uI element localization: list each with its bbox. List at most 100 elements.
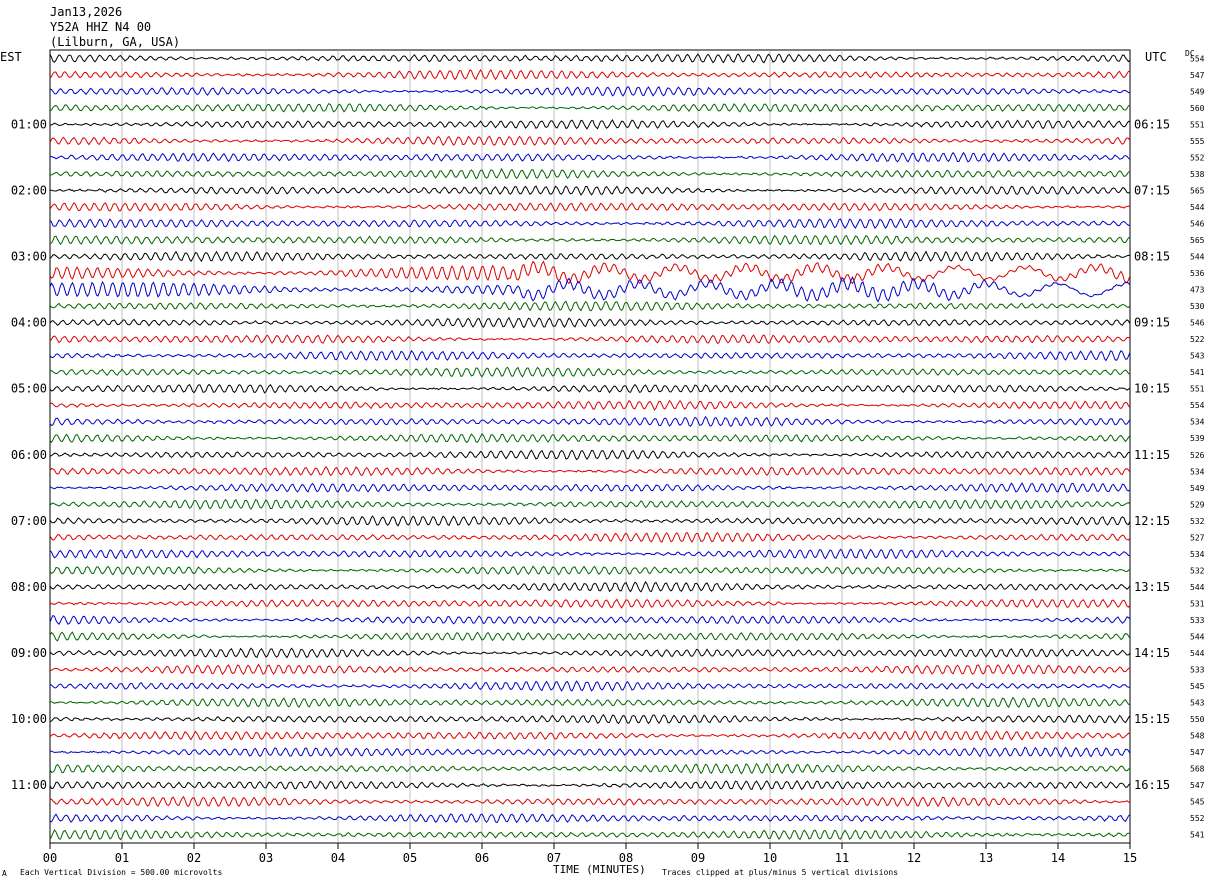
left-hour-label: 03:00 (11, 250, 47, 264)
left-hour-label: 01:00 (11, 117, 47, 131)
dc-offset-label: 547 (1190, 748, 1205, 757)
x-tick-label: 09 (691, 851, 705, 865)
dc-offset-label: 544 (1190, 203, 1205, 212)
dc-offset-label: 568 (1190, 765, 1205, 774)
dc-offset-label: 551 (1190, 385, 1205, 394)
trace-33 (49, 580, 1131, 593)
trace-6 (49, 135, 1131, 146)
trace-45 (49, 780, 1131, 791)
dc-offset-label: 544 (1190, 649, 1205, 658)
trace-15 (49, 276, 1131, 303)
dc-offset-label: 541 (1190, 831, 1205, 840)
trace-11 (49, 218, 1131, 230)
trace-37 (49, 647, 1131, 659)
dc-offset-label: 545 (1190, 682, 1205, 691)
dc-offset-label: 544 (1190, 253, 1205, 262)
trace-34 (49, 598, 1131, 609)
dc-offset-label: 532 (1190, 566, 1205, 575)
x-tick-label: 06 (475, 851, 489, 865)
trace-18 (49, 334, 1131, 345)
dc-offset-label: 534 (1190, 418, 1205, 427)
dc-offset-label: 546 (1190, 319, 1205, 328)
trace-36 (49, 631, 1131, 642)
dc-offset-label: 534 (1190, 550, 1205, 559)
dc-offset-label: 531 (1190, 599, 1205, 608)
trace-48 (49, 829, 1131, 841)
right-hour-label: 16:15 (1134, 778, 1170, 792)
trace-27 (49, 482, 1131, 494)
trace-20 (49, 366, 1131, 378)
trace-9 (49, 185, 1131, 196)
dc-offset-label: 533 (1190, 616, 1205, 625)
trace-5 (49, 119, 1131, 130)
dc-offset-label: 541 (1190, 368, 1205, 377)
dc-offset-label: 539 (1190, 434, 1205, 443)
left-hour-label: 10:00 (11, 712, 47, 726)
x-tick-label: 14 (1051, 851, 1065, 865)
dc-offset-label: 522 (1190, 335, 1205, 344)
dc-offset-label: 527 (1190, 533, 1205, 542)
trace-2 (49, 69, 1131, 81)
dc-offset-label: 533 (1190, 666, 1205, 675)
dc-offset-label: 473 (1190, 286, 1205, 295)
trace-46 (49, 795, 1131, 808)
dc-offset-label: 555 (1190, 137, 1205, 146)
dc-label: DC (1185, 49, 1195, 58)
dc-offset-label: 546 (1190, 219, 1205, 228)
right-hour-label: 07:15 (1134, 183, 1170, 197)
x-tick-label: 15 (1123, 851, 1137, 865)
trace-17 (49, 316, 1131, 329)
x-tick-label: 00 (43, 851, 57, 865)
dc-offset-label: 544 (1190, 583, 1205, 592)
x-tick-label: 05 (403, 851, 417, 865)
trace-30 (49, 531, 1131, 543)
left-hour-label: 08:00 (11, 580, 47, 594)
trace-10 (49, 202, 1131, 212)
dc-offset-label: 543 (1190, 699, 1205, 708)
right-hour-label: 14:15 (1134, 646, 1170, 660)
dc-offset-label: 549 (1190, 87, 1205, 96)
left-timezone-label: EST (0, 50, 22, 64)
x-tick-label: 01 (115, 851, 129, 865)
trace-14 (49, 260, 1131, 285)
x-tick-label: 02 (187, 851, 201, 865)
trace-44 (49, 762, 1131, 775)
trace-35 (49, 614, 1131, 626)
dc-offset-label: 551 (1190, 120, 1205, 129)
right-hour-label: 10:15 (1134, 382, 1170, 396)
right-hour-label: 09:15 (1134, 316, 1170, 330)
trace-29 (49, 515, 1131, 527)
trace-8 (49, 167, 1131, 180)
left-hour-label: 05:00 (11, 382, 47, 396)
left-hour-label: 02:00 (11, 183, 47, 197)
x-tick-label: 08 (619, 851, 633, 865)
trace-32 (49, 565, 1131, 576)
dc-offset-label: 544 (1190, 632, 1205, 641)
dc-offset-label: 543 (1190, 352, 1205, 361)
header-station: Y52A HHZ N4 00 (50, 20, 152, 34)
trace-19 (49, 349, 1131, 362)
trace-42 (49, 730, 1131, 741)
dc-offset-label: 529 (1190, 500, 1205, 509)
trace-26 (49, 466, 1131, 477)
dc-offset-label: 552 (1190, 153, 1205, 162)
trace-25 (49, 449, 1131, 461)
dc-offset-label: 547 (1190, 71, 1205, 80)
dc-offset-label: 554 (1190, 54, 1205, 63)
left-hour-label: 04:00 (11, 316, 47, 330)
trace-24 (49, 433, 1131, 444)
trace-22 (49, 399, 1131, 411)
dc-offset-label: 530 (1190, 302, 1205, 311)
dc-offset-label: 548 (1190, 732, 1205, 741)
dc-offset-label: 534 (1190, 467, 1205, 476)
trace-1 (49, 53, 1131, 64)
trace-23 (49, 415, 1131, 428)
trace-28 (49, 498, 1131, 510)
dc-offset-label: 532 (1190, 517, 1205, 526)
dc-offset-label: 536 (1190, 269, 1205, 278)
trace-38 (49, 663, 1131, 675)
plot-frame (49, 49, 1131, 844)
dc-offset-label: 547 (1190, 781, 1205, 790)
right-hour-label: 12:15 (1134, 514, 1170, 528)
trace-12 (49, 234, 1131, 246)
